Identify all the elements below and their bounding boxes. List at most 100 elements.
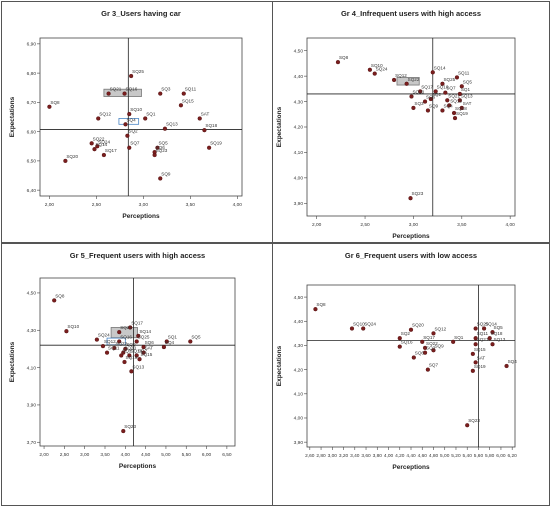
data-point (121, 428, 126, 434)
point-label: SQ9 (434, 343, 444, 348)
point-label: SQ18 (455, 106, 467, 111)
data-point (361, 326, 366, 331)
data-point (141, 344, 146, 350)
data-point (129, 369, 134, 374)
point-label: SQ4 (508, 359, 518, 364)
point-label: SQ23 (468, 418, 480, 423)
point-label: SQ10 (371, 63, 383, 68)
data-point (104, 350, 110, 355)
point-label: SAT (201, 111, 210, 116)
point-label: SQ22 (426, 341, 438, 346)
point-label: SQ9 (161, 171, 171, 176)
point-label: SQ20 (124, 346, 136, 351)
x-tick-label: 2,00 (39, 452, 49, 458)
data-point (100, 344, 106, 349)
data-point (440, 81, 445, 86)
panel-frame (272, 1, 550, 243)
data-point (207, 145, 212, 150)
point-label: SQ3 (426, 346, 436, 351)
point-label: SQ16 (401, 340, 413, 345)
y-tick-label: 4,40 (294, 319, 304, 325)
panel-frame (1, 1, 273, 243)
point-label: SQ23 (156, 148, 168, 153)
point-label: SQ2 (138, 348, 148, 353)
x-tick-label: 6,00 (496, 453, 506, 459)
data-point (128, 325, 133, 330)
point-label: SQ17 (421, 84, 433, 89)
x-tick-label: 3,50 (457, 222, 467, 228)
data-point (64, 329, 69, 334)
point-label: SQ16 (120, 334, 132, 339)
y-axis-label: Expectations (276, 345, 283, 386)
data-point (459, 105, 464, 111)
data-point (451, 110, 457, 116)
y-tick-label: 6,70 (27, 100, 37, 106)
x-tick-label: 5,00 (161, 452, 171, 458)
data-point (178, 103, 184, 108)
point-label: SQ11 (458, 70, 470, 75)
data-point (158, 176, 163, 181)
data-point (197, 116, 202, 121)
x-tick-label: 2,00 (312, 222, 322, 228)
point-label: SQ8 (50, 100, 60, 105)
point-label: SQ6 (415, 351, 425, 356)
x-axis-label: Perceptions (392, 233, 430, 240)
data-point (372, 71, 377, 76)
x-tick-label: 3,00 (409, 222, 419, 228)
x-tick-label: 3,20 (339, 453, 349, 459)
data-point (440, 108, 445, 113)
point-label: SQ19 (456, 111, 468, 116)
x-tick-label: 2,80 (316, 453, 326, 459)
point-label: SQ10 (67, 324, 79, 329)
data-point (123, 346, 128, 352)
data-point (95, 144, 100, 149)
point-label: SQ12 (104, 339, 116, 344)
data-point (137, 357, 142, 362)
y-tick-label: 4,20 (294, 367, 304, 373)
y-tick-label: 4,30 (294, 99, 304, 105)
data-point (155, 145, 160, 150)
point-label: SQ12 (395, 73, 407, 78)
data-point (335, 60, 341, 65)
point-label: SQ7 (130, 141, 140, 146)
point-label: SQ5 (463, 79, 473, 84)
x-tick-label: 5,00 (440, 453, 450, 459)
point-label: SQ4 (165, 340, 175, 345)
y-tick-label: 4,10 (294, 392, 304, 398)
point-label: SQ11 (185, 87, 197, 92)
x-tick-label: 2,50 (92, 202, 102, 208)
point-label: SQ11 (108, 346, 120, 351)
data-point (420, 339, 425, 344)
chart-panel-3: Gr 5_Frequent users with high access 2,00… (1, 243, 273, 506)
x-tick-label: 5,50 (182, 452, 192, 458)
data-point (143, 116, 148, 121)
data-point (408, 196, 413, 201)
point-label: SQ19 (474, 364, 486, 369)
data-point (158, 91, 163, 96)
y-tick-label: 4,20 (294, 125, 304, 131)
data-point (129, 73, 134, 79)
point-label: SQ4 (126, 117, 136, 122)
point-label: SQ17 (423, 335, 435, 340)
point-label: SQ25 (132, 69, 144, 74)
data-point (411, 105, 416, 111)
point-label: SQ2 (401, 331, 411, 336)
point-label: SQ14 (434, 65, 446, 70)
y-tick-label: 6,50 (27, 159, 37, 165)
data-point (63, 158, 68, 163)
point-label: SQ15 (182, 98, 194, 103)
data-point (117, 339, 122, 344)
point-label: SQ15 (141, 352, 153, 357)
data-point (481, 326, 487, 331)
data-point (136, 333, 141, 338)
point-label: SQ21 (110, 87, 122, 92)
highlight-box (118, 118, 140, 125)
point-label: SQ24 (98, 139, 110, 144)
point-label: SQ10 (353, 322, 365, 327)
data-point (490, 342, 495, 347)
data-point (457, 98, 462, 103)
y-tick-label: 3,90 (294, 440, 304, 446)
x-tick-label: 4,00 (505, 222, 515, 228)
point-label: SQ2 (128, 129, 138, 134)
